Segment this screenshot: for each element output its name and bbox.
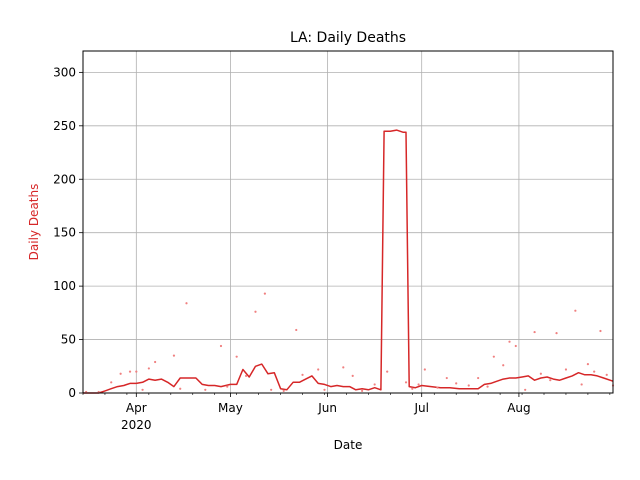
y-axis-label: Daily Deaths (27, 184, 41, 261)
plot-frame (82, 50, 614, 394)
x-tick-label: Aug (507, 401, 530, 415)
data-point (477, 376, 480, 380)
data-point (301, 373, 304, 376)
data-point (373, 383, 376, 386)
data-point (539, 372, 542, 375)
data-point (282, 389, 285, 392)
data-point (524, 388, 527, 391)
data-point (502, 364, 505, 367)
data-point (417, 383, 420, 386)
data-point (295, 328, 298, 332)
data-point (254, 310, 257, 313)
x-tick-label: Jul (413, 401, 428, 415)
data-point (235, 355, 238, 358)
x-tick-label: May (218, 401, 243, 415)
data-point (244, 374, 248, 377)
data-point (423, 368, 426, 371)
data-point (172, 354, 176, 357)
data-point (514, 344, 517, 348)
series-layer (83, 129, 615, 394)
y-tick-label: 50 (61, 333, 76, 347)
data-point (263, 292, 266, 295)
data-point (351, 374, 354, 377)
y-axis: 0 50 100 150 200 250 300 (53, 65, 83, 400)
data-point (317, 368, 320, 371)
data-point (204, 388, 207, 391)
data-point (593, 370, 596, 373)
y-tick-label: 150 (53, 226, 76, 240)
y-tick-label: 100 (53, 279, 76, 293)
data-point (605, 373, 608, 376)
data-point (411, 387, 414, 390)
data-point (361, 389, 364, 392)
data-point (467, 384, 470, 387)
data-point (486, 385, 489, 388)
x-tick-label: Jun (317, 401, 337, 415)
data-point (574, 309, 577, 312)
data-point (128, 370, 132, 373)
data-point (141, 388, 144, 391)
data-point (492, 355, 495, 358)
data-point (154, 360, 157, 364)
data-point (226, 385, 229, 388)
x-tick-label: Apr (126, 401, 147, 415)
x-axis: Apr 2020 May Jun Jul Aug (82, 393, 611, 432)
chart-title: LA: Daily Deaths (290, 30, 406, 46)
y-tick-label: 0 (68, 386, 76, 400)
data-point (323, 388, 326, 391)
data-point (555, 332, 558, 335)
data-point (119, 372, 122, 375)
series-line (83, 129, 614, 394)
data-point (564, 368, 568, 371)
data-point (586, 363, 590, 366)
data-point (219, 344, 223, 348)
grid (83, 51, 613, 394)
x-tick-sublabel: 2020 (121, 418, 152, 432)
data-point (549, 379, 552, 382)
x-axis-label: Date (334, 438, 363, 452)
y-tick-label: 250 (53, 119, 76, 133)
data-point (147, 367, 150, 370)
data-point (97, 390, 100, 394)
data-point (342, 366, 345, 369)
data-point (185, 302, 188, 305)
data-point (436, 386, 439, 389)
data-point (599, 329, 602, 333)
y-tick-label: 200 (53, 172, 76, 186)
data-point (445, 376, 448, 380)
data-point (455, 382, 458, 385)
data-point (270, 388, 273, 391)
data-point (508, 340, 511, 343)
y-tick-label: 300 (53, 65, 76, 79)
data-point (533, 330, 536, 334)
data-point (580, 383, 583, 386)
data-point (85, 390, 88, 394)
data-point (135, 370, 138, 373)
data-point (110, 381, 113, 384)
data-point (179, 387, 182, 390)
data-point (404, 381, 408, 384)
data-point (386, 370, 389, 373)
